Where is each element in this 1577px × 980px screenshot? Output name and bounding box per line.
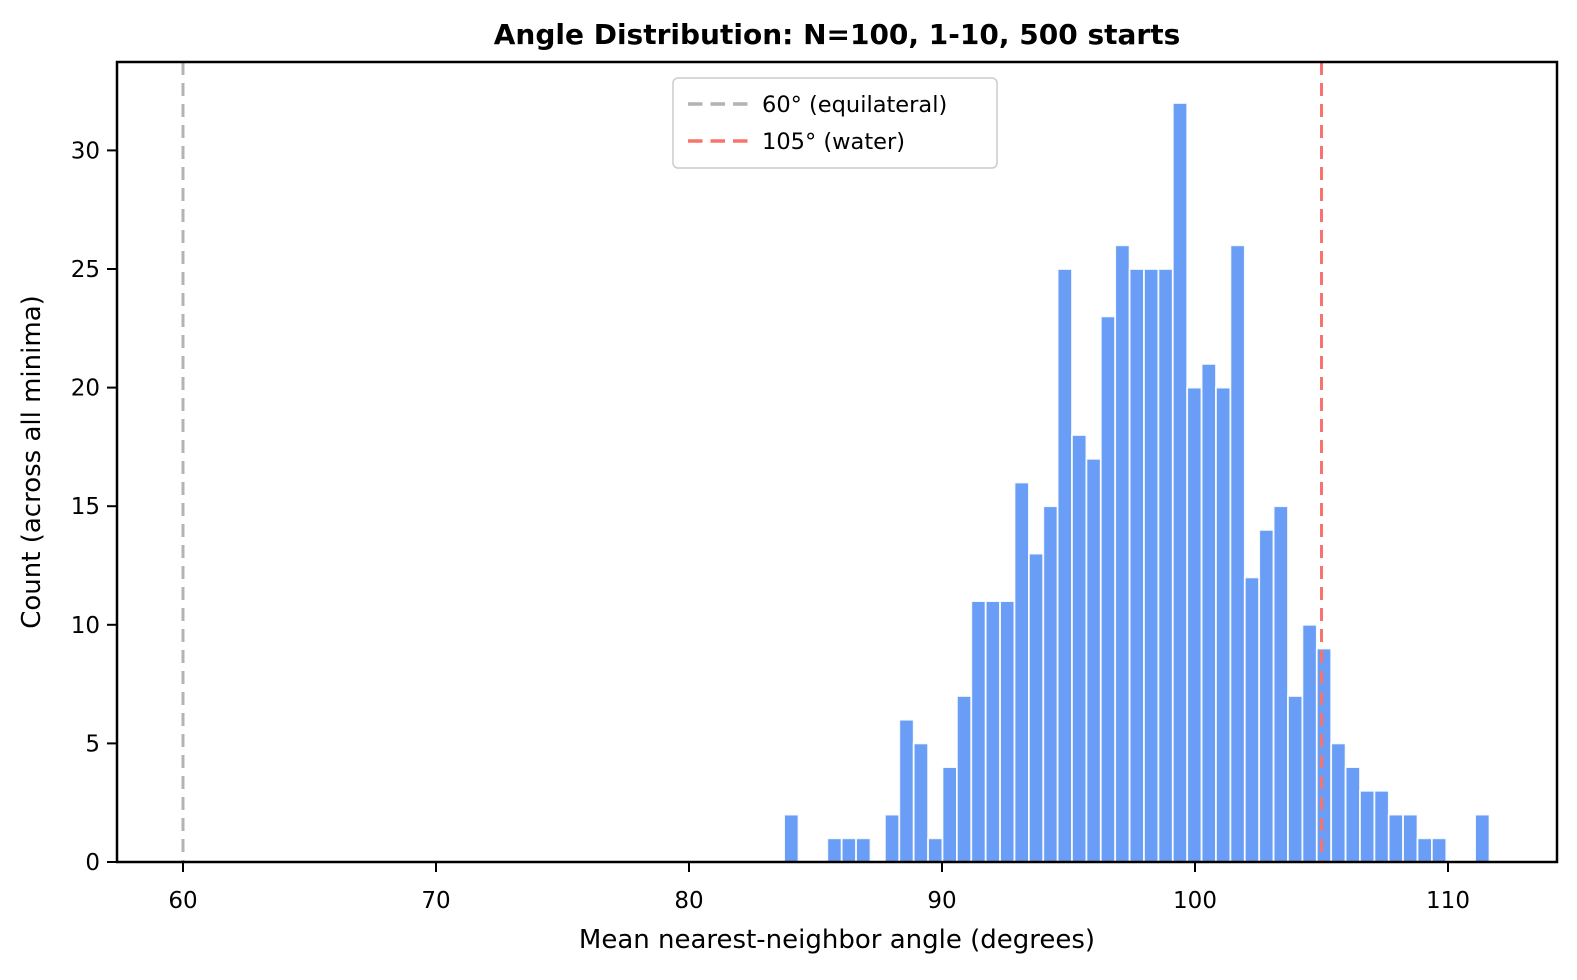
x-axis-label: Mean nearest-neighbor angle (degrees) [579, 925, 1095, 955]
reference-lines [181, 62, 1323, 862]
histogram-bar [1301, 623, 1318, 863]
x-tick-label: 110 [1426, 888, 1470, 914]
histogram-bar [1387, 813, 1404, 863]
histogram-bar [1258, 529, 1275, 863]
histogram-bar [912, 742, 930, 863]
y-tick-label: 25 [71, 257, 100, 283]
x-tick-label: 80 [674, 888, 703, 914]
histogram-bar [1402, 813, 1419, 863]
histogram-bar [1330, 742, 1347, 863]
x-tick-label: 60 [168, 888, 197, 914]
histogram-bar [1143, 268, 1160, 863]
histogram-bar [1431, 837, 1448, 863]
y-tick-label: 5 [85, 731, 100, 757]
axis-ticks: 60 70 80 90 100 110 0 5 10 15 20 25 30 [71, 138, 1470, 914]
histogram-bar [1272, 505, 1289, 863]
histogram-bar [840, 837, 858, 863]
histogram-bar [970, 600, 987, 863]
histogram-bar [1200, 362, 1217, 863]
histogram-bar [956, 695, 973, 863]
histogram-bar [927, 837, 944, 863]
histogram-bar [1099, 315, 1117, 863]
y-tick-label: 15 [71, 494, 100, 520]
histogram-bar [1359, 789, 1376, 863]
histogram-bar [1344, 766, 1361, 863]
x-tick-label: 70 [421, 888, 450, 914]
histogram-bar [1157, 268, 1174, 863]
histogram-bar [1215, 386, 1232, 863]
histogram-bar [1028, 552, 1045, 863]
histogram-bar [1013, 481, 1030, 863]
histogram-bar [1474, 813, 1491, 863]
histogram-bar [1042, 505, 1059, 863]
histogram-bar [1128, 268, 1145, 863]
y-axis-label: Count (across all minima) [17, 295, 47, 629]
histogram-bar [1243, 576, 1261, 863]
histogram-bar [984, 600, 1002, 863]
histogram-bar [1056, 268, 1073, 863]
histogram-bar [1171, 102, 1189, 863]
histogram-bar [1186, 386, 1203, 863]
histogram-bar [884, 813, 901, 863]
histogram-bar [1114, 244, 1131, 863]
histogram-bar [1229, 244, 1246, 863]
histogram-bar [999, 600, 1016, 863]
y-tick-label: 20 [71, 376, 100, 402]
histogram-bar [1416, 837, 1433, 863]
histogram-bar [1287, 695, 1304, 863]
y-tick-label: 10 [71, 613, 100, 639]
histogram-bar [1085, 457, 1102, 863]
legend-label-water: 105° (water) [762, 129, 905, 155]
histogram-bar [1373, 789, 1390, 863]
legend: 60° (equilateral) 105° (water) [672, 77, 998, 169]
y-tick-label: 30 [71, 138, 100, 164]
histogram-bar [1315, 647, 1333, 863]
legend-label-equilateral: 60° (equilateral) [762, 92, 947, 118]
histogram-bar [1071, 434, 1088, 863]
histogram-bar [826, 837, 843, 863]
histogram-bar [855, 837, 872, 863]
histogram-bar [941, 766, 958, 863]
y-tick-label: 0 [85, 850, 100, 876]
histogram-bar [783, 813, 800, 863]
histogram-bar [898, 718, 915, 863]
chart-title: Angle Distribution: N=100, 1-10, 500 sta… [494, 18, 1181, 51]
legend-box [672, 77, 998, 169]
x-tick-label: 90 [927, 888, 956, 914]
plot-area [117, 62, 1557, 862]
plot-border [115, 60, 1559, 864]
x-tick-label: 100 [1173, 888, 1217, 914]
